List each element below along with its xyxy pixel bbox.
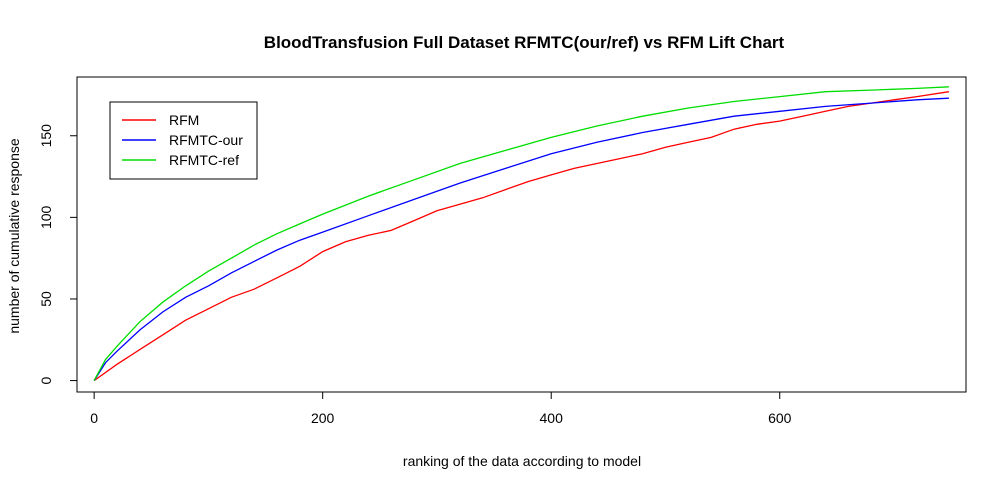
legend-label: RFMTC-ref [169,152,239,168]
chart-title: BloodTransfusion Full Dataset RFMTC(our/… [264,33,785,52]
x-tick-label: 600 [768,410,792,426]
x-tick-label: 200 [311,410,335,426]
legend-label: RFM [169,112,199,128]
series-line-rfmtc-our [93,97,949,381]
legend-label: RFMTC-our [169,132,243,148]
y-tick-label: 50 [38,291,54,307]
series-line-rfmtc-ref [93,86,949,381]
x-axis-label: ranking of the data according to model [403,453,641,469]
y-tick-label: 100 [38,205,54,229]
x-tick-label: 0 [90,410,98,426]
series-line-rfm [93,91,949,382]
legend: RFM RFMTC-our RFMTC-ref [109,101,258,180]
y-tick-label: 0 [38,376,54,384]
axes-ticks: 0 200 400 600 0 50 100 150 [38,124,792,426]
series-lines [93,86,949,382]
y-axis-label: number of cumulative response [6,138,22,334]
y-tick-label: 150 [38,124,54,148]
x-tick-label: 400 [540,410,564,426]
